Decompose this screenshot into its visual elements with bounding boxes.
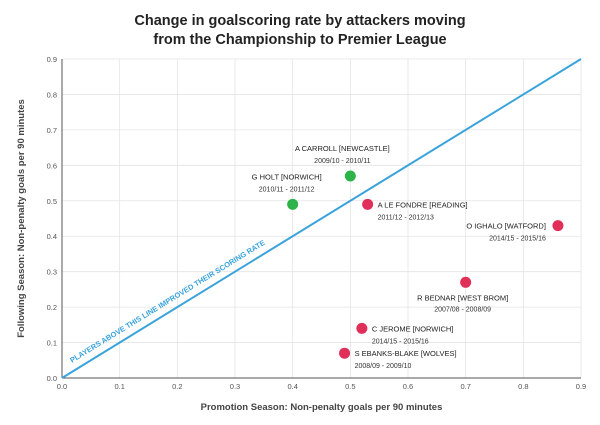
point-label-name: C JEROME [NORWICH] — [372, 324, 454, 333]
data-point — [344, 170, 356, 182]
data-point — [552, 220, 564, 232]
x-tick-label: 0.8 — [518, 382, 528, 391]
point-label-name: S EBANKS-BLAKE [WOLVES] — [355, 349, 457, 358]
point-label-name: A CARROLL [NEWCASTLE] — [295, 144, 390, 153]
x-axis-title: Promotion Season: Non-penalty goals per … — [201, 402, 443, 413]
y-tick-label: 0.4 — [47, 232, 57, 241]
y-tick-label: 0.9 — [47, 55, 57, 64]
point-label-name: G HOLT [NORWICH] — [252, 172, 322, 181]
point-label-season: 2011/12 - 2012/13 — [378, 214, 434, 221]
diagonal-line-label: PLAYERS ABOVE THIS LINE IMPROVED THEIR S… — [68, 238, 266, 365]
point-label-season: 2007/08 - 2008/09 — [434, 306, 491, 313]
x-tick-label: 0.7 — [460, 382, 470, 391]
point-label-name: A LE FONDRE [READING] — [378, 200, 468, 209]
x-tick-label: 0.0 — [57, 382, 67, 391]
x-tick-label: 0.3 — [230, 382, 240, 391]
y-axis-title: Following Season: Non-penalty goals per … — [16, 99, 27, 338]
diagonal-line — [61, 58, 582, 379]
y-tick-label: 0.1 — [47, 339, 57, 348]
axes — [61, 59, 581, 379]
chart-title-line-1: Change in goalscoring rate by attackers … — [134, 13, 466, 29]
point-label-name: O IGHALO [WATFORD] — [466, 222, 546, 231]
y-tick-label: 0.5 — [47, 197, 57, 206]
x-tick-label: 0.4 — [287, 382, 297, 391]
data-point — [362, 198, 374, 210]
data-point — [287, 198, 299, 210]
tick-labels: 0.0 0.1 0.2 0.3 0.4 0.5 0.6 0.7 0.8 0.9 0.0 0.1 0.2 0… — [47, 55, 587, 391]
data-point — [460, 276, 472, 288]
point-label-name: R BEDNAR [WEST BROM] — [417, 293, 508, 302]
point-label-season: 2008/09 - 2009/10 — [355, 363, 412, 370]
y-tick-label: 0.8 — [47, 90, 57, 99]
chart-title: Change in goalscoring rate by attackers … — [0, 12, 600, 50]
data-point — [339, 347, 351, 359]
point-label-season: 2014/15 - 2015/16 — [489, 236, 546, 243]
diagonal-line-group: PLAYERS ABOVE THIS LINE IMPROVED THEIR S… — [61, 58, 582, 379]
x-tick-label: 0.1 — [114, 382, 124, 391]
y-tick-label: 0.6 — [47, 161, 57, 170]
x-tick-label: 0.2 — [172, 382, 182, 391]
y-tick-label: 0.0 — [47, 374, 57, 383]
y-tick-label: 0.2 — [47, 303, 57, 312]
x-tick-label: 0.6 — [403, 382, 413, 391]
y-tick-label: 0.7 — [47, 126, 57, 135]
point-label-season: 2014/15 - 2015/16 — [372, 338, 429, 345]
x-tick-label: 0.9 — [576, 382, 586, 391]
data-points: A CARROLL [NEWCASTLE] 2009/10 - 2010/11 G … — [252, 144, 564, 370]
chart-title-line-2: from the Championship to Premier League — [153, 32, 447, 48]
data-point — [356, 322, 368, 334]
y-tick-label: 0.3 — [47, 268, 57, 277]
point-label-season: 2010/11 - 2011/12 — [259, 186, 315, 193]
x-tick-label: 0.5 — [345, 382, 355, 391]
point-label-season: 2009/10 - 2010/11 — [314, 158, 370, 165]
